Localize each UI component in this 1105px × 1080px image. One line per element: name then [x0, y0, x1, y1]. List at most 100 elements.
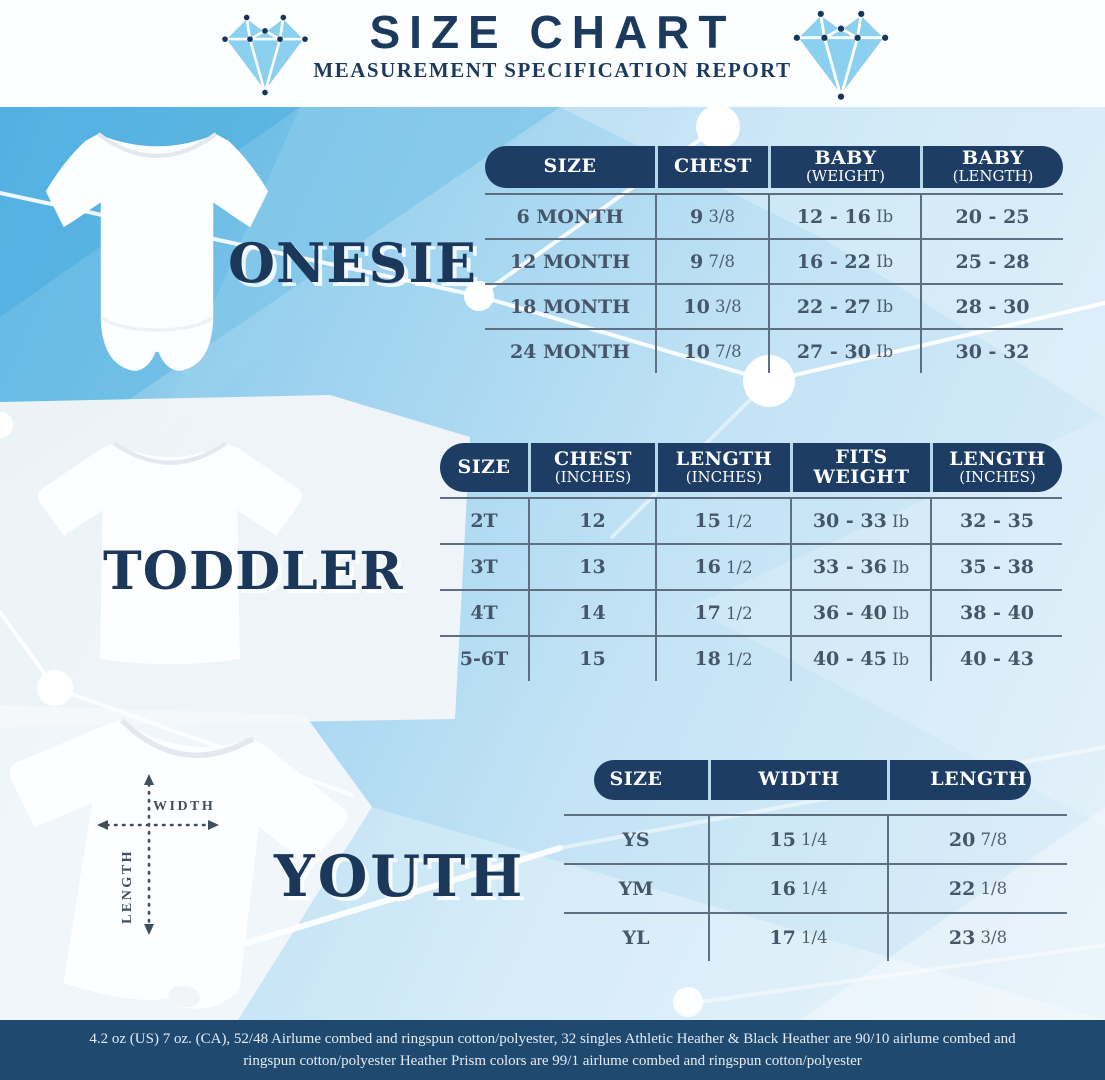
column-header-label: CHEST [554, 447, 632, 470]
section-label-onesie: ONESIE [228, 231, 477, 295]
table-cell: YL [622, 926, 650, 949]
table-cell: 15 1/4 [708, 816, 887, 863]
section-label-youth: YOUTH [274, 843, 526, 910]
table-row: 18 MONTH 10 3/8 22 - 27 Ib 28 - 30 [485, 283, 1063, 328]
table-cell: 20 7/8 [887, 816, 1067, 863]
table-cell: 36 - 40 Ib [790, 591, 930, 635]
column-header-label: WIDTH [758, 768, 840, 791]
column-header-subtext: WEIGHT [813, 465, 910, 488]
table-cell: 2T [470, 510, 498, 532]
table-cell: 9 7/8 [655, 240, 768, 283]
table-cell: 10 3/8 [655, 285, 768, 328]
table-cell: 12 MONTH [509, 250, 631, 273]
column-header: LENGTH (INCHES) [930, 443, 1062, 492]
column-header-label: CHEST [674, 155, 752, 178]
table-cell: 13 [528, 545, 655, 589]
column-header-subtext: (INCHES) [959, 467, 1036, 486]
column-header: FITS WEIGHT [790, 443, 930, 492]
table-cell: 18 1/2 [655, 637, 790, 681]
table-header-pill [440, 443, 1062, 492]
table-header-pill [485, 146, 1063, 188]
column-header-subtext: (WEIGHT) [805, 167, 886, 186]
table-cell: 10 7/8 [655, 330, 768, 373]
column-header-label: FITS [835, 445, 888, 468]
table-cell: 30 - 33 Ib [790, 499, 930, 543]
table-cell: 23 3/8 [887, 914, 1067, 961]
onesie-size-table: SIZE CHEST BABY (WEIGHT) BABY (LENGTH) 6 MONTH… [485, 146, 1063, 373]
column-header: SIZE [564, 760, 708, 800]
table-cell: 12 [528, 499, 655, 543]
table-row: YL 17 1/4 23 3/8 [564, 912, 1067, 961]
table-cell: 22 - 27 Ib [768, 285, 920, 328]
onesie-image [45, 132, 269, 371]
measurement-arrows [97, 774, 219, 935]
table-cell: 20 - 25 [920, 195, 1063, 238]
table-cell: 35 - 38 [930, 545, 1062, 589]
table-cell: 33 - 36 Ib [790, 545, 930, 589]
column-header-label: BABY [961, 147, 1025, 170]
footer: 4.2 oz (US) 7 oz. (CA), 52/48 Airlume co… [0, 1020, 1105, 1080]
table-cell: 14 [528, 591, 655, 635]
column-header: SIZE [485, 146, 655, 188]
table-cell: 18 MONTH [509, 295, 631, 318]
table-cell: YS [622, 828, 650, 851]
page-subtitle: MEASUREMENT SPECIFICATION REPORT [313, 58, 792, 83]
header: SIZE CHART MEASUREMENT SPECIFICATION REP… [0, 0, 1105, 107]
table-row: YM 16 1/4 22 1/8 [564, 863, 1067, 912]
table-cell: 38 - 40 [930, 591, 1062, 635]
table-cell: 17 1/2 [655, 591, 790, 635]
column-header-label: SIZE [543, 155, 597, 178]
table-cell: 4T [470, 602, 498, 624]
table-cell: 15 [528, 637, 655, 681]
column-header-label: LENGTH [675, 447, 773, 470]
column-header: LENGTH (INCHES) [655, 443, 790, 492]
column-header-subtext: (LENGTH) [952, 167, 1034, 186]
column-header-label: SIZE [609, 768, 663, 791]
table-cell: YM [618, 877, 654, 900]
length-arrow-label: LENGTH [120, 849, 135, 924]
column-header-subtext: (INCHES) [554, 467, 632, 486]
table-cell: 17 1/4 [708, 914, 887, 961]
diamond-icon-right [782, 1, 900, 104]
table-body: 2T 12 15 1/2 30 - 33 Ib 32 - 35 3T 13 16 1/2 33 … [440, 497, 1062, 681]
table-row: 24 MONTH 10 7/8 27 - 30 Ib 30 - 32 [485, 328, 1063, 373]
table-cell: 40 - 45 Ib [790, 637, 930, 681]
table-cell: 16 - 22 Ib [768, 240, 920, 283]
table-cell: 40 - 43 [930, 637, 1062, 681]
table-cell: 16 1/4 [708, 865, 887, 912]
column-header-subtext: (INCHES) [685, 467, 763, 486]
column-header: CHEST (INCHES) [528, 443, 655, 492]
table-cell: 24 MONTH [509, 340, 631, 363]
column-header-label: SIZE [457, 455, 511, 478]
diamond-icon-left [215, 5, 315, 100]
table-cell: 12 - 16 Ib [768, 195, 920, 238]
table-cell: 25 - 28 [920, 240, 1063, 283]
table-cell: 16 1/2 [655, 545, 790, 589]
table-cell: 32 - 35 [930, 499, 1062, 543]
table-cell: 22 1/8 [887, 865, 1067, 912]
table-cell: 6 MONTH [516, 205, 624, 228]
column-header-label: LENGTH [930, 768, 1027, 791]
table-row: YS 15 1/4 20 7/8 [564, 814, 1067, 863]
table-row: 2T 12 15 1/2 30 - 33 Ib 32 - 35 [440, 497, 1062, 543]
youth-shirt-image [9, 718, 348, 1009]
table-row: 5-6T 15 18 1/2 40 - 45 Ib 40 - 43 [440, 635, 1062, 681]
table-row: 4T 14 17 1/2 36 - 40 Ib 38 - 40 [440, 589, 1062, 635]
table-row: 12 MONTH 9 7/8 16 - 22 Ib 25 - 28 [485, 238, 1063, 283]
table-cell: 9 3/8 [655, 195, 768, 238]
table-body: YS 15 1/4 20 7/8 YM 16 1/4 22 1/8 YL 17 1/4 23 3… [564, 814, 1067, 961]
youth-size-table: SIZE WIDTH LENGTH YS 15 1/4 20 7/8 YM 16 1/4 22 … [564, 760, 1067, 961]
column-header-label: BABY [814, 147, 877, 170]
footer-line-2: ringspun cotton/polyester Heather Prism … [243, 1053, 862, 1069]
table-header-row: SIZE WIDTH LENGTH [564, 760, 1067, 800]
table-row: 6 MONTH 9 3/8 12 - 16 Ib 20 - 25 [485, 193, 1063, 238]
column-header: WIDTH [708, 760, 887, 800]
table-cell: 28 - 30 [920, 285, 1063, 328]
title-block: SIZE CHART MEASUREMENT SPECIFICATION REP… [0, 8, 1105, 83]
table-row: 3T 13 16 1/2 33 - 36 Ib 35 - 38 [440, 543, 1062, 589]
column-header: BABY (WEIGHT) [768, 146, 920, 188]
column-header: CHEST [655, 146, 768, 188]
table-cell: 3T [470, 556, 498, 578]
table-cell: 27 - 30 Ib [768, 330, 920, 373]
